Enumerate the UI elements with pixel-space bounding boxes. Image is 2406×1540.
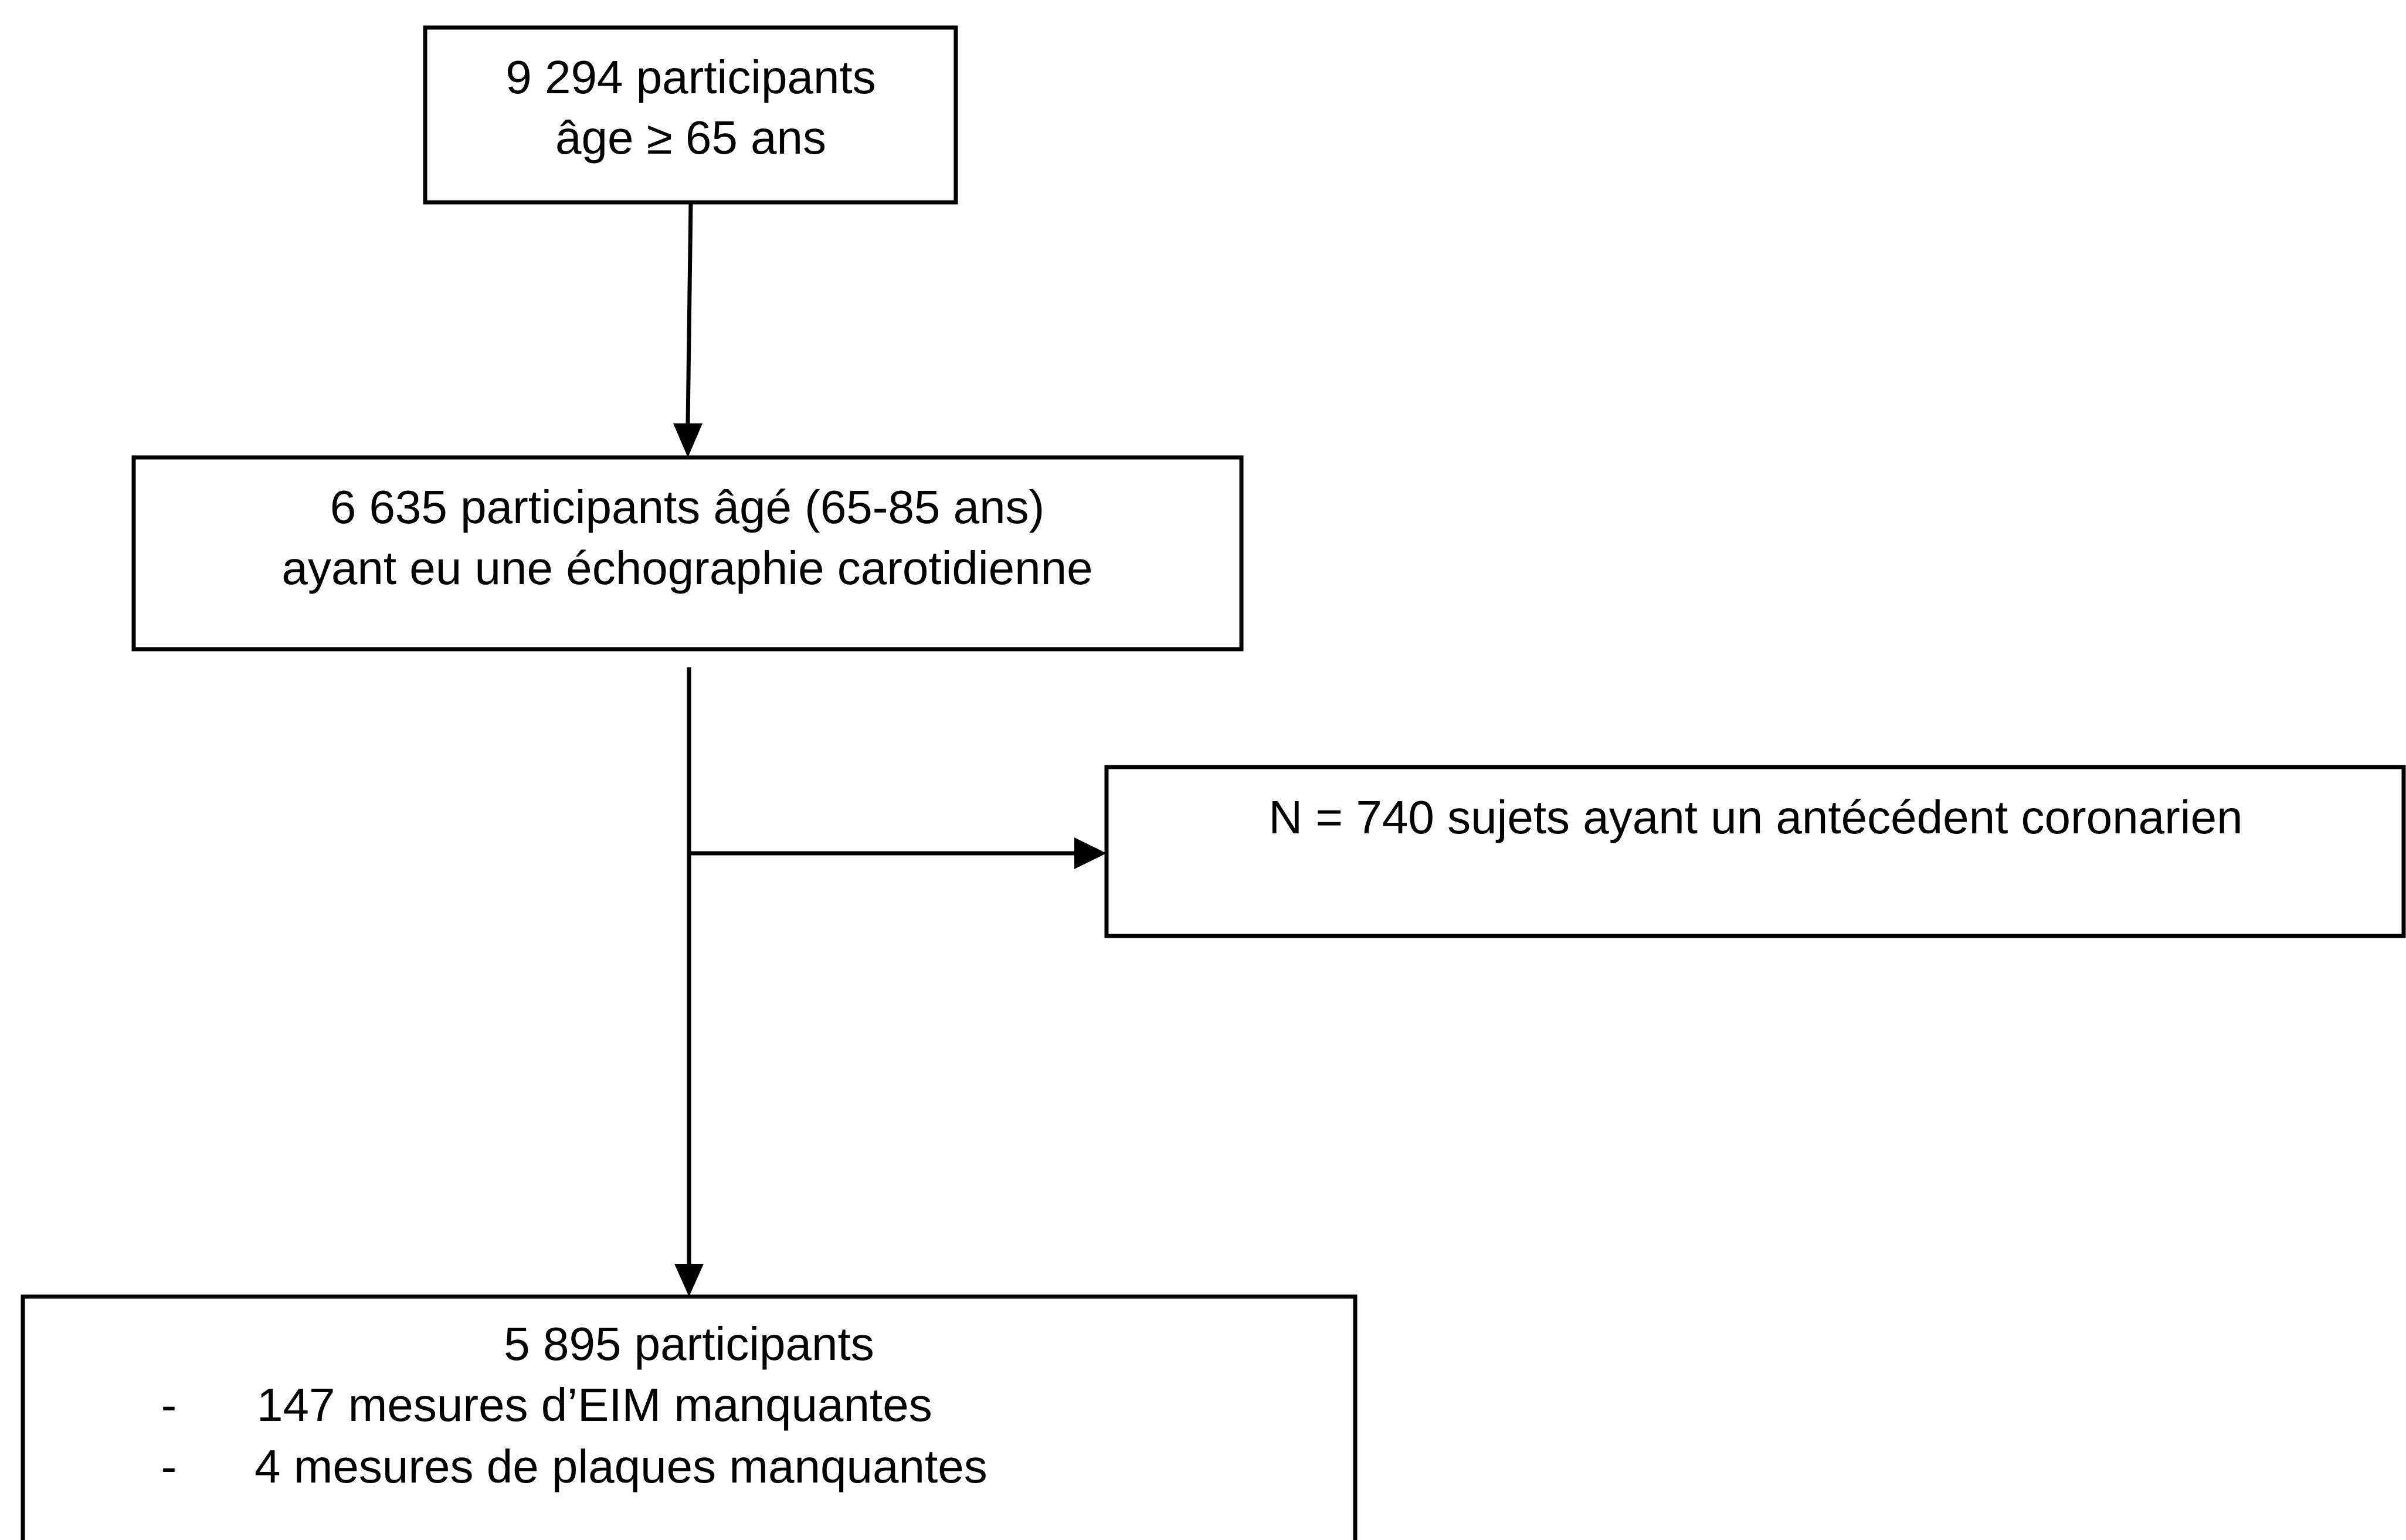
node-text: 5 895 participants — [504, 1318, 874, 1370]
node-text: ayant eu une échographie carotidienne — [281, 542, 1092, 594]
bullet-text: 4 mesures de plaques manquantes — [254, 1440, 987, 1492]
node-box — [21, 1294, 1358, 1540]
bullet-marker: - — [161, 1440, 177, 1492]
bullet-marker: - — [161, 1379, 177, 1431]
node-box — [423, 25, 958, 205]
node-text: âge ≥ 65 ans — [555, 111, 826, 164]
arrowhead — [674, 1264, 704, 1297]
arrowhead — [1074, 837, 1107, 869]
arrowhead — [673, 423, 703, 457]
bullet-text: 147 mesures d’EIM manquantes — [257, 1379, 932, 1431]
node-box — [131, 455, 1244, 652]
node-text: 6 635 participants âgé (65-85 ans) — [330, 481, 1045, 533]
arrow-line — [686, 202, 693, 424]
node-text: N = 740 sujets ayant un antécédent coron… — [1268, 791, 2242, 843]
node-box — [1104, 765, 2406, 938]
node-text: 9 294 participants — [505, 51, 876, 103]
